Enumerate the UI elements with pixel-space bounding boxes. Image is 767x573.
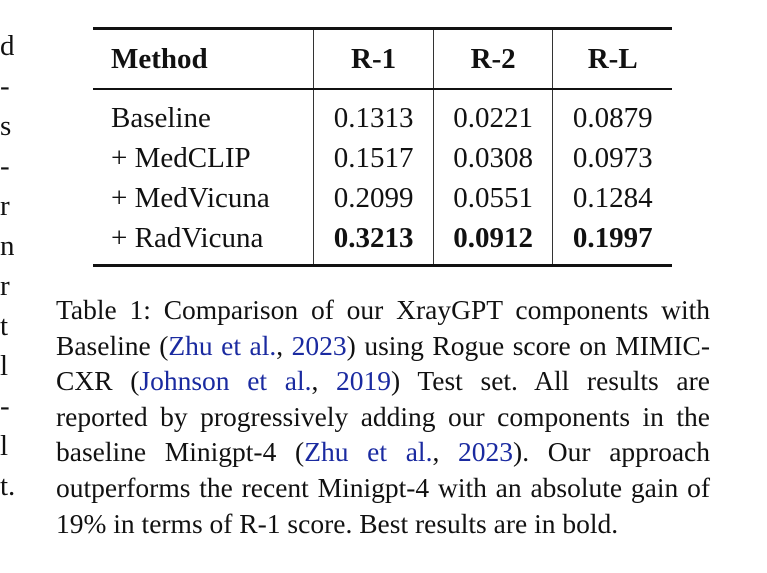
margin-fragment: r — [0, 270, 10, 302]
citation-link-johnson-author[interactable]: Johnson et al. — [139, 365, 312, 397]
citation-link-zhu-year[interactable]: 2023 — [291, 329, 347, 361]
citation-link-johnson-year[interactable]: 2019 — [336, 365, 392, 397]
cell-r1: 0.1517 — [313, 138, 434, 178]
margin-fragment: t. — [0, 470, 14, 502]
cell-method: Baseline — [111, 101, 211, 134]
table-row: + MedVicuna 0.2099 0.0551 0.1284 — [93, 178, 672, 218]
cell-r1: 0.1313 — [313, 89, 434, 138]
header-method: Method — [93, 27, 314, 90]
cell-r2: 0.0912 — [432, 218, 553, 267]
cell-r2: 0.0221 — [432, 89, 553, 138]
citation-link-zhu-author-2[interactable]: Zhu et al. — [304, 436, 433, 468]
cell-r1: 0.2099 — [313, 178, 434, 218]
margin-fragment: n — [0, 230, 14, 262]
results-table-container: Method R-1 R-2 R-L Baseline 0.1313 0.0221 0… — [93, 27, 672, 267]
cell-method: + MedCLIP — [111, 141, 251, 174]
citation-separator: , — [432, 436, 459, 468]
left-column-cut-text: d - s - r n r t l - l t. — [0, 26, 14, 506]
caption-text-4: ). Our approach outperforms the recent M… — [56, 436, 710, 539]
caption-text-1: Table 1: Comparison of our XrayGPT compo… — [56, 294, 710, 361]
citation-link-zhu-author[interactable]: Zhu et al. — [168, 329, 277, 361]
cell-rl: 0.0879 — [552, 89, 672, 138]
cell-method: + MedVicuna — [111, 181, 270, 214]
margin-fragment: l — [0, 430, 9, 462]
table-body: Baseline 0.1313 0.0221 0.0879 + MedCLIP 0.151… — [93, 89, 672, 267]
margin-fragment: - — [0, 150, 10, 182]
margin-fragment: l — [0, 350, 9, 382]
table-row: + MedCLIP 0.1517 0.0308 0.0973 — [93, 138, 672, 178]
header-rl: R-L — [552, 27, 672, 90]
margin-fragment: r — [0, 190, 10, 222]
results-table: Method R-1 R-2 R-L Baseline 0.1313 0.0221 0… — [93, 27, 672, 267]
margin-fragment: s — [0, 110, 12, 142]
header-r2: R-2 — [432, 27, 553, 90]
citation-separator: , — [276, 329, 292, 361]
cell-method: + RadVicuna — [93, 218, 314, 267]
header-r1: R-1 — [313, 27, 434, 90]
citation-link-zhu-year-2[interactable]: 2023 — [458, 436, 514, 468]
caption-text-2: ) using Rogue score on MIMIC-CXR ( — [56, 329, 710, 397]
cell-rl: 0.1284 — [552, 178, 672, 218]
cell-r2: 0.0308 — [432, 138, 553, 178]
margin-fragment: d — [0, 30, 14, 62]
table-row: + RadVicuna 0.3213 0.0912 0.1997 — [93, 218, 672, 267]
cell-rl: 0.0973 — [552, 138, 672, 178]
margin-fragment: t — [0, 310, 9, 342]
margin-fragment: - — [0, 390, 10, 422]
margin-fragment: - — [0, 70, 10, 102]
table-row: Baseline 0.1313 0.0221 0.0879 — [93, 89, 672, 138]
cell-r1: 0.3213 — [313, 218, 434, 267]
table-caption: Table 1: Comparison of our XrayGPT compo… — [56, 292, 710, 541]
citation-separator: , — [311, 365, 337, 397]
cell-r2: 0.0551 — [432, 178, 553, 218]
caption-text-3: ) Test set. All results are reported by … — [56, 365, 710, 468]
cell-rl: 0.1997 — [552, 218, 672, 267]
table-header-row: Method R-1 R-2 R-L — [93, 27, 672, 90]
